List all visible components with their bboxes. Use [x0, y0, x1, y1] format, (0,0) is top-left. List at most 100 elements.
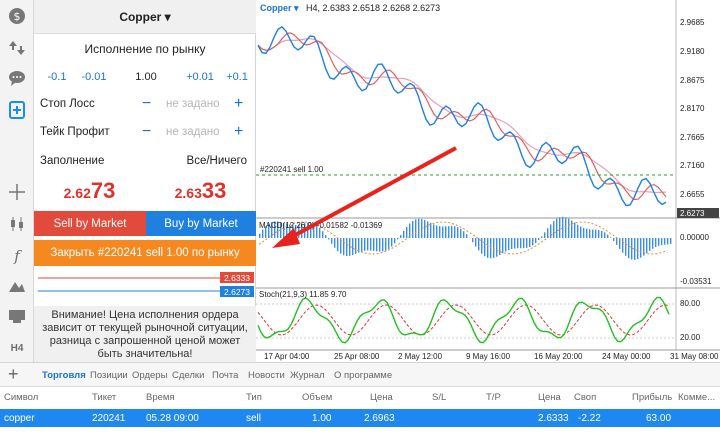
take-profit-label: Тейк Профит: [40, 126, 110, 138]
macd-bar: [424, 220, 426, 238]
macd-bar: [280, 222, 282, 238]
macd-bar: [631, 238, 633, 260]
macd-bar: [325, 235, 327, 238]
pos-symbol: copper: [4, 413, 35, 424]
take-profit-minus-button[interactable]: −: [142, 123, 152, 140]
new-order-icon[interactable]: [7, 100, 27, 120]
volume-plus-001-button[interactable]: +0.01: [186, 71, 214, 83]
indicators-icon[interactable]: f: [14, 247, 20, 265]
macd-bar: [559, 217, 561, 238]
volume-minus-01-button[interactable]: -0.1: [47, 71, 67, 83]
col-swap[interactable]: Своп: [574, 392, 597, 403]
price-tick-label: 2.6655: [680, 190, 705, 199]
price-tick-label: 2.9180: [680, 47, 705, 56]
tab-orders[interactable]: Ордеры: [132, 370, 168, 381]
macd-tick-label: 0.00000: [680, 233, 709, 242]
price-tick-label: 2.9685: [680, 18, 705, 27]
stop-loss-label: Стоп Лосс: [40, 98, 95, 110]
table-row[interactable]: copper 220241 05.28 09:00 sell 1.00 2.69…: [0, 409, 720, 427]
tab-positions[interactable]: Позиции: [90, 370, 128, 381]
macd-bar: [628, 238, 630, 259]
col-symbol[interactable]: Символ: [4, 392, 39, 403]
chart-symbol[interactable]: Copper ▾: [260, 3, 299, 13]
macd-bar: [643, 238, 645, 256]
price-chart[interactable]: 2.9685 2.9180 2.8675 2.8170 2.7665 2.7160 2.66…: [256, 0, 720, 362]
macd-bar: [340, 238, 342, 254]
col-profit[interactable]: Прибыль: [632, 392, 673, 403]
col-tp[interactable]: T/P: [486, 392, 501, 403]
tab-deals[interactable]: Сделки: [172, 370, 205, 381]
macd-bar: [505, 238, 507, 252]
up-down-icon[interactable]: [7, 38, 27, 58]
col-volume[interactable]: Объем: [302, 392, 333, 403]
buy-by-market-button[interactable]: Buy by Market: [146, 211, 256, 236]
col-comment[interactable]: Комме...: [678, 392, 716, 403]
macd-bar: [616, 238, 618, 245]
stop-loss-plus-button[interactable]: +: [234, 95, 244, 112]
col-ticket[interactable]: Тикет: [92, 392, 117, 403]
order-panel: Copper ▾ Исполнение по рынку -0.1 -0.01 …: [34, 0, 256, 362]
tab-mail[interactable]: Почта: [212, 370, 239, 381]
macd-bar: [295, 224, 297, 238]
macd-bar: [436, 225, 438, 238]
macd-bar: [568, 218, 570, 238]
macd-bar: [262, 229, 264, 238]
macd-bar: [337, 238, 339, 252]
macd-bar: [571, 220, 573, 238]
price-tick-label: 2.7160: [680, 161, 705, 170]
sell-by-market-button[interactable]: Sell by Market: [34, 211, 146, 236]
crosshair-icon[interactable]: [7, 182, 27, 202]
macd-bar: [346, 238, 348, 257]
time-tick-label: 24 May 00:00: [602, 352, 651, 361]
take-profit-plus-button[interactable]: +: [234, 123, 244, 140]
col-current-price[interactable]: Цена: [538, 392, 561, 403]
execution-type[interactable]: Исполнение по рынку: [84, 42, 206, 56]
tab-about[interactable]: О программе: [334, 370, 393, 381]
stop-loss-minus-button[interactable]: −: [142, 95, 152, 112]
macd-bar: [460, 228, 462, 238]
volume-minus-001-button[interactable]: -0.01: [81, 71, 107, 83]
price-tick-label: 2.8675: [680, 76, 705, 85]
macd-bar: [523, 238, 525, 249]
macd-bar: [670, 238, 672, 244]
add-icon[interactable]: +: [8, 364, 19, 384]
fill-policy-select[interactable]: Все/Ничего: [186, 155, 247, 167]
col-time[interactable]: Время: [146, 392, 175, 403]
macd-bar: [334, 238, 336, 248]
close-position-button[interactable]: Закрыть #220241 sell 1.00 по рынку: [34, 240, 256, 266]
tab-journal[interactable]: Журнал: [290, 370, 325, 381]
bid-price-prefix: 2.62: [63, 185, 91, 201]
macd-bar: [535, 238, 537, 244]
take-profit-input[interactable]: не задано: [166, 126, 220, 138]
col-price[interactable]: Цена: [370, 392, 393, 403]
execution-warning: Внимание! Цена исполнения ордера зависит…: [34, 306, 256, 362]
pos-type: sell: [246, 413, 262, 424]
candles-icon[interactable]: [7, 214, 27, 234]
tab-trade[interactable]: Торговля: [42, 370, 86, 381]
macd-bar: [541, 236, 543, 238]
stop-loss-input[interactable]: не задано: [166, 98, 220, 110]
timeframe-button[interactable]: H4: [10, 342, 24, 354]
macd-bar: [466, 234, 468, 238]
macd-bar: [562, 216, 564, 238]
macd-bar: [490, 238, 492, 259]
macd-bar: [388, 238, 390, 250]
tab-news[interactable]: Новости: [248, 370, 285, 381]
stoch-label: Stoch(21,9,3) 11.85 9.70: [259, 290, 347, 299]
macd-bar: [550, 224, 552, 238]
chart-area[interactable]: 2.9685 2.9180 2.8675 2.8170 2.7665 2.7160 2.66…: [256, 0, 720, 362]
macd-bar: [445, 226, 447, 238]
volume-value[interactable]: 1.00: [135, 71, 157, 83]
currency-icon[interactable]: $: [7, 6, 27, 26]
macd-bar: [394, 238, 396, 244]
objects-icon[interactable]: [7, 276, 27, 296]
col-type[interactable]: Тип: [246, 392, 262, 403]
col-sl[interactable]: S/L: [432, 392, 447, 403]
volume-plus-01-button[interactable]: +0.1: [226, 71, 248, 83]
chat-icon[interactable]: [7, 68, 27, 88]
macd-bar: [532, 238, 534, 246]
templates-icon[interactable]: [7, 306, 27, 326]
symbol-selector[interactable]: Copper ▾: [34, 0, 256, 34]
mini-ask-tag: [220, 272, 254, 283]
macd-bar: [379, 238, 381, 252]
